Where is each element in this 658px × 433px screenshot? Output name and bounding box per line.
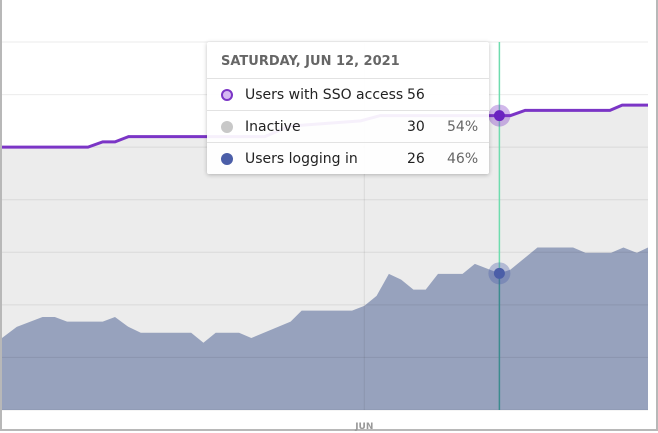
chart-tooltip: SATURDAY, JUN 12, 2021 Users with SSO ac… bbox=[207, 42, 489, 174]
tooltip-date: SATURDAY, JUN 12, 2021 bbox=[207, 42, 489, 79]
x-tick-label: JUN bbox=[354, 422, 373, 432]
legend-dot-logging-in-icon bbox=[221, 152, 233, 165]
sso-point bbox=[493, 110, 505, 122]
row-pct: 46% bbox=[447, 150, 479, 167]
row-label: Inactive bbox=[245, 118, 301, 135]
legend-dot-sso-icon bbox=[221, 88, 233, 101]
row-pct: 54% bbox=[447, 118, 479, 135]
tooltip-row-logging-in: Users logging in 26 46% bbox=[207, 143, 489, 174]
legend-dot-inactive-icon bbox=[221, 120, 233, 133]
tooltip-row-sso: Users with SSO access 56 bbox=[207, 79, 489, 111]
row-value: 26 bbox=[407, 150, 425, 167]
logging-in-area bbox=[2, 247, 648, 410]
row-label: Users with SSO access bbox=[245, 86, 404, 103]
logging-in-point bbox=[493, 267, 505, 279]
row-label: Users logging in bbox=[245, 150, 358, 167]
tooltip-row-inactive: Inactive 30 54% bbox=[207, 111, 489, 143]
row-value: 30 bbox=[407, 118, 425, 135]
row-value: 56 bbox=[407, 86, 425, 103]
